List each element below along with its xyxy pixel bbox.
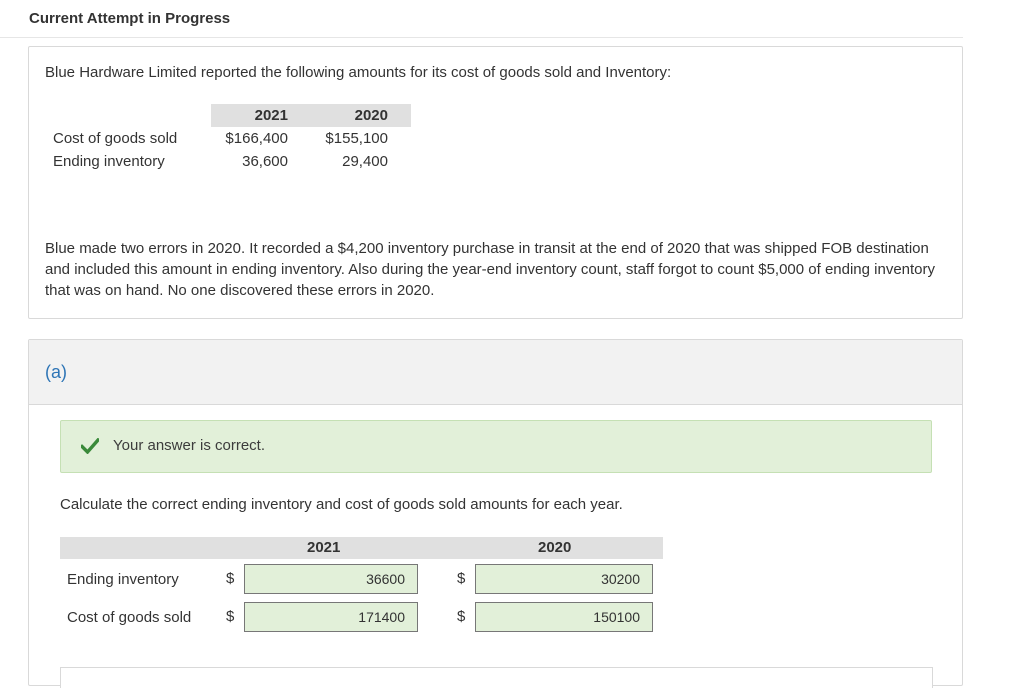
attempt-title: Current Attempt in Progress	[29, 10, 231, 27]
answer-header-2020: 2020	[538, 539, 572, 556]
feedback-text: Your answer is correct.	[113, 437, 266, 454]
currency-symbol: $	[226, 570, 235, 587]
cogs-2020-input[interactable]	[475, 602, 653, 632]
next-section-box	[60, 667, 933, 688]
part-a-panel: (a) Your answer is correct. Calculate th…	[28, 339, 963, 688]
attempt-header: Current Attempt in Progress	[0, 0, 963, 38]
ending-inventory-2021-input[interactable]	[244, 564, 418, 594]
question-errors-text: Blue made two errors in 2020. It recorde…	[45, 240, 936, 299]
answer-row-label-ending-inventory: Ending inventory	[67, 571, 179, 588]
question-intro: Blue Hardware Limited reported the follo…	[45, 64, 672, 81]
currency-symbol: $	[457, 608, 466, 625]
answer-row-label-cogs: Cost of goods sold	[67, 609, 192, 626]
table-row: Ending inventory 36,600 29,400	[45, 150, 411, 173]
ending-inventory-2020-input[interactable]	[475, 564, 653, 594]
table-header-blank	[45, 104, 211, 127]
cell-value: 36,600	[242, 153, 288, 170]
answer-header-2021: 2021	[307, 539, 341, 556]
answer-table-header: 2021 2020	[60, 537, 663, 559]
table-row: Cost of goods sold $166,400 $155,100	[45, 127, 411, 150]
currency-symbol: $	[226, 608, 235, 625]
correct-feedback-banner: Your answer is correct.	[60, 420, 932, 473]
table-header-2021: 2021	[211, 104, 288, 127]
currency-symbol: $	[457, 570, 466, 587]
cogs-2021-input[interactable]	[244, 602, 418, 632]
data-table: 2021 2020 Cost of goods sold $166,400 $1…	[45, 104, 411, 173]
part-label[interactable]: (a)	[45, 362, 67, 382]
part-instruction: Calculate the correct ending inventory a…	[60, 496, 623, 513]
checkmark-icon	[81, 438, 99, 454]
cell-value: $155,100	[325, 130, 388, 147]
row-label: Ending inventory	[53, 153, 165, 170]
cell-value: $166,400	[225, 130, 288, 147]
cell-value: 29,400	[342, 153, 388, 170]
row-label: Cost of goods sold	[53, 130, 178, 147]
table-header-2020: 2020	[288, 104, 388, 127]
table-header-row: 2021 2020	[45, 104, 411, 127]
question-panel: Blue Hardware Limited reported the follo…	[28, 46, 963, 319]
table-header-pad	[388, 104, 411, 127]
part-header: (a)	[29, 340, 962, 405]
